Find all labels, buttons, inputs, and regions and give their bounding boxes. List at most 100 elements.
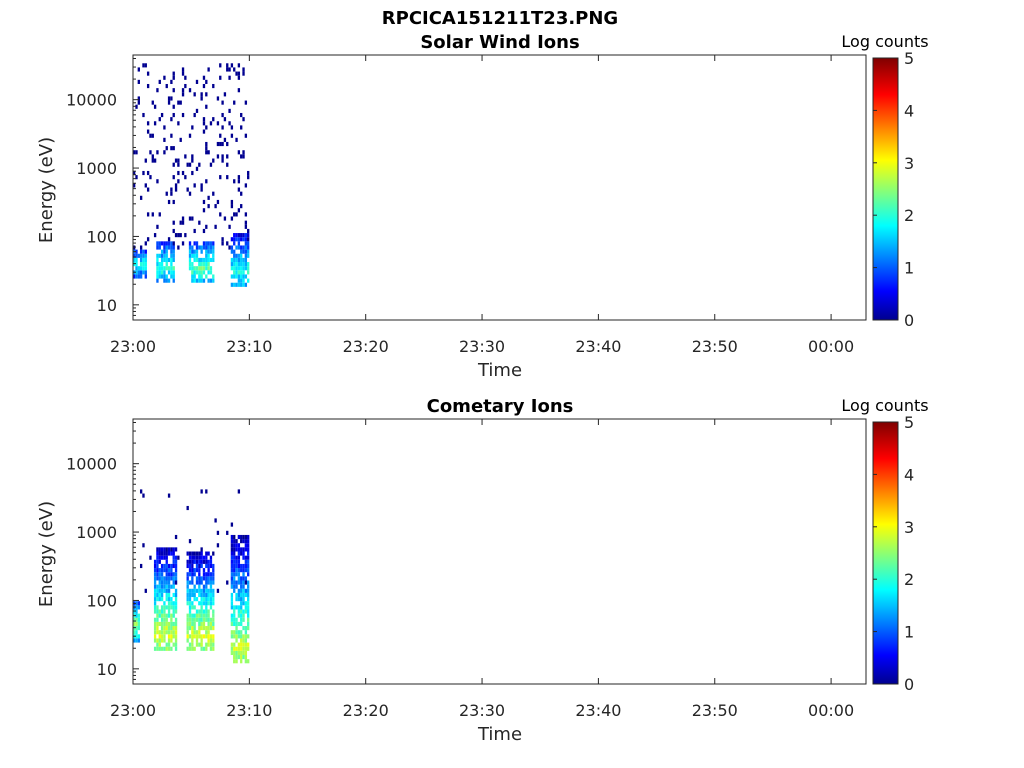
heatmap-cell xyxy=(181,241,185,246)
heatmap-cell xyxy=(244,133,248,138)
heatmap-cell xyxy=(242,655,245,660)
heatmap-cell xyxy=(191,158,194,163)
heatmap-cell xyxy=(181,170,185,176)
heatmap-cell xyxy=(240,621,243,627)
heatmap-cell xyxy=(163,580,166,585)
heatmap-cell xyxy=(193,617,196,622)
heatmap-cell xyxy=(191,563,194,569)
x-tick-label: 23:10 xyxy=(226,337,272,356)
heatmap-cell xyxy=(230,266,234,271)
heatmap-cell xyxy=(219,175,222,180)
heatmap-cell xyxy=(149,133,152,138)
heatmap-cell xyxy=(158,117,161,122)
heatmap-cell xyxy=(207,257,210,263)
heatmap-cell xyxy=(237,278,241,283)
heatmap-cell xyxy=(163,601,166,606)
heatmap-cell xyxy=(156,597,159,602)
heatmap-cell xyxy=(235,274,238,279)
heatmap-cell xyxy=(146,237,150,242)
heatmap-cell xyxy=(156,609,159,614)
heatmap-cell xyxy=(209,592,213,598)
heatmap-cell xyxy=(233,266,236,271)
heatmap-cell xyxy=(177,162,180,167)
heatmap-cell xyxy=(137,634,140,639)
heatmap-cell xyxy=(247,588,250,593)
heatmap-cell xyxy=(209,621,213,627)
heatmap-cell xyxy=(133,617,136,622)
heatmap-cell xyxy=(242,638,245,643)
heatmap-cell xyxy=(244,642,248,647)
heatmap-cell xyxy=(209,121,213,126)
heatmap-cell xyxy=(235,626,238,631)
heatmap-cell xyxy=(209,257,213,263)
heatmap-cell xyxy=(160,626,164,631)
heatmap-cell xyxy=(133,170,136,176)
heatmap-cell xyxy=(137,67,140,72)
heatmap-cell xyxy=(244,224,248,229)
heatmap-cell xyxy=(153,580,157,585)
heatmap-cell xyxy=(137,274,140,279)
heatmap-cell xyxy=(202,646,206,651)
heatmap-cell xyxy=(172,551,175,556)
heatmap-cell xyxy=(230,199,234,205)
heatmap-cell xyxy=(172,249,175,254)
heatmap-cell xyxy=(163,609,166,614)
heatmap-cell xyxy=(160,592,164,598)
colorbar xyxy=(872,57,899,321)
heatmap-cell xyxy=(158,592,161,598)
heatmap-cell xyxy=(156,605,159,610)
heatmap-cell xyxy=(135,249,138,254)
heatmap-cell xyxy=(212,609,215,614)
heatmap-cell xyxy=(158,253,161,258)
heatmap-cell xyxy=(205,592,208,598)
heatmap-cell xyxy=(240,659,243,664)
colorbar-tick-label: 5 xyxy=(904,49,914,68)
heatmap-cell xyxy=(153,568,157,573)
heatmap-cell xyxy=(191,576,194,581)
heatmap-cell xyxy=(153,605,157,610)
heatmap-cell xyxy=(198,580,201,585)
heatmap-cell xyxy=(237,650,241,656)
heatmap-cell xyxy=(233,630,236,635)
heatmap-cell xyxy=(205,253,208,258)
heatmap-cell xyxy=(242,592,245,598)
heatmap-cell xyxy=(153,630,157,635)
heatmap-cell xyxy=(228,121,231,126)
heatmap-cell xyxy=(188,572,192,577)
heatmap-cell xyxy=(172,278,175,283)
heatmap-cell xyxy=(172,253,175,258)
heatmap-cell xyxy=(149,150,152,155)
heatmap-cell xyxy=(160,547,164,552)
colorbar-tick-label: 3 xyxy=(904,154,914,173)
heatmap-cell xyxy=(205,563,208,569)
heatmap-cell xyxy=(174,601,178,606)
heatmap-cell xyxy=(193,588,196,593)
heatmap-cell xyxy=(235,253,238,258)
heatmap-cell xyxy=(135,613,138,618)
heatmap-cell xyxy=(237,534,241,540)
heatmap-cell xyxy=(212,278,215,283)
heatmap-cell xyxy=(244,655,248,660)
heatmap-cell xyxy=(209,572,213,577)
heatmap-cell xyxy=(170,245,173,250)
heatmap-cell xyxy=(240,551,243,556)
heatmap-cell xyxy=(247,228,250,234)
heatmap-cell xyxy=(172,104,175,109)
heatmap-cell xyxy=(153,621,157,627)
heatmap-cell xyxy=(202,117,206,122)
heatmap-cell xyxy=(198,592,201,598)
heatmap-cell xyxy=(167,199,171,205)
heatmap-cell xyxy=(230,613,234,618)
heatmap-cell xyxy=(188,241,192,246)
heatmap-cell xyxy=(230,559,234,564)
heatmap-cell xyxy=(233,249,236,254)
heatmap-cell xyxy=(188,266,192,271)
heatmap-cell xyxy=(237,572,241,577)
heatmap-cell xyxy=(237,597,241,602)
heatmap-cell xyxy=(230,601,234,606)
heatmap-cell xyxy=(177,555,180,560)
heatmap-cell xyxy=(174,626,178,631)
heatmap-cell xyxy=(198,609,201,614)
heatmap-cell xyxy=(212,117,215,122)
heatmap-cell xyxy=(240,539,243,544)
